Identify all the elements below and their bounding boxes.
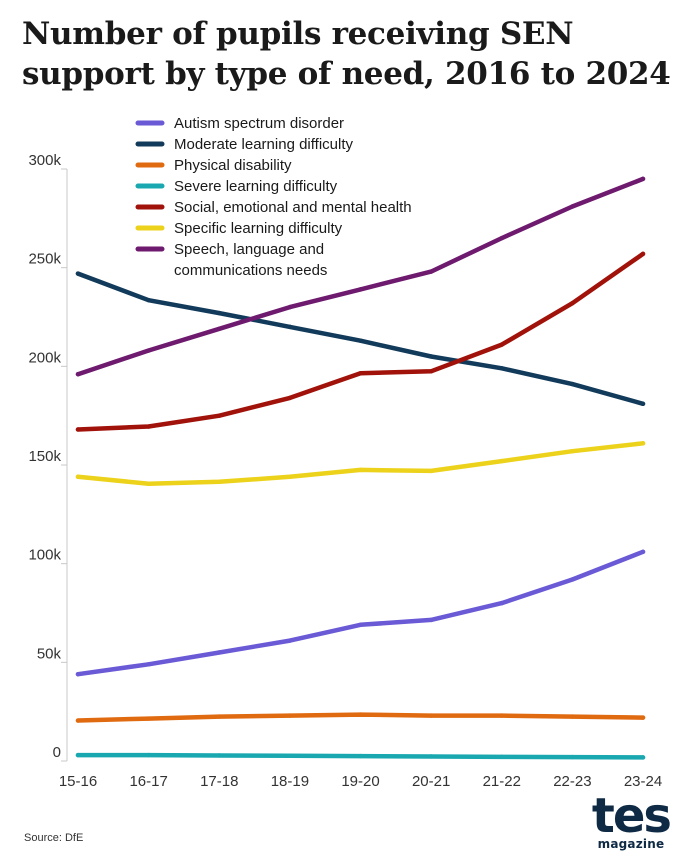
y-tick-label: 150k	[28, 448, 61, 465]
data-point	[146, 716, 151, 721]
data-point	[640, 715, 646, 720]
x-tick-label: 22-23	[553, 773, 591, 790]
data-point	[287, 395, 293, 401]
data-point	[570, 754, 575, 760]
logo-subtitle: magazine	[597, 837, 665, 851]
data-point	[287, 324, 293, 330]
legend-label: Moderate learning difficulty	[174, 136, 353, 153]
data-point	[428, 369, 434, 374]
data-point	[217, 310, 222, 316]
x-tick-label: 18-19	[271, 773, 309, 790]
data-point	[499, 366, 504, 371]
data-point	[570, 714, 575, 719]
data-point	[287, 304, 293, 310]
data-point	[146, 752, 151, 758]
series-line-0	[75, 549, 646, 677]
y-tick-label: 250k	[28, 251, 61, 268]
data-point	[75, 474, 81, 480]
data-point	[75, 718, 81, 723]
series-line-5	[75, 441, 646, 486]
data-point	[499, 342, 504, 347]
data-point	[358, 467, 363, 473]
data-point	[640, 549, 646, 555]
data-point	[640, 755, 646, 760]
data-point	[75, 752, 81, 758]
data-point	[428, 713, 434, 718]
data-point	[75, 271, 81, 276]
legend-label: Speech, language and	[174, 241, 324, 258]
legend-label: Severe learning difficulty	[174, 178, 338, 195]
data-point	[428, 617, 434, 623]
data-point	[75, 671, 81, 677]
data-point	[146, 662, 151, 667]
data-point	[358, 712, 363, 717]
data-point	[75, 427, 81, 432]
x-tick-label: 23-24	[624, 773, 662, 790]
tes-magazine-logo: tes magazine	[591, 788, 672, 851]
legend-label: Specific learning difficulty	[174, 220, 343, 237]
y-tick-label: 200k	[28, 349, 61, 366]
data-point	[75, 372, 81, 377]
x-tick-label: 16-17	[129, 773, 167, 790]
chart-title-line-1: Number of pupils receiving SEN	[22, 16, 574, 52]
data-point	[217, 714, 222, 719]
data-point	[499, 458, 504, 464]
y-tick-label: 100k	[28, 547, 61, 564]
source-note: Source: DfE	[24, 832, 84, 844]
data-point	[146, 424, 151, 429]
data-point	[570, 448, 575, 454]
data-point	[358, 371, 363, 376]
data-point	[640, 401, 646, 407]
x-tick-label: 17-18	[200, 773, 238, 790]
data-point	[146, 348, 151, 353]
data-point	[499, 235, 504, 241]
data-point	[499, 754, 504, 760]
data-point	[358, 338, 363, 343]
data-point	[570, 300, 575, 306]
data-point	[217, 650, 222, 655]
chart-title: Number of pupils receiving SEN support b…	[22, 14, 672, 94]
legend-label: Autism spectrum disorder	[174, 115, 344, 132]
y-tick-label: 50k	[37, 645, 62, 662]
data-point	[428, 354, 434, 359]
data-point	[499, 713, 504, 718]
legend-label: communications needs	[174, 262, 327, 279]
data-point	[428, 754, 434, 759]
data-point	[217, 413, 222, 418]
x-tick-label: 20-21	[412, 773, 450, 790]
legend-label: Social, emotional and mental health	[174, 199, 412, 216]
data-point	[358, 287, 363, 292]
data-point	[287, 474, 293, 480]
data-point	[499, 600, 504, 606]
x-tick-label: 19-20	[341, 773, 379, 790]
data-point	[428, 269, 434, 274]
x-tick-label: 15-16	[59, 773, 97, 790]
logo-wordmark: tes	[591, 788, 672, 844]
data-point	[358, 622, 363, 628]
data-point	[570, 577, 575, 582]
data-point	[428, 468, 434, 474]
data-point	[146, 481, 151, 486]
data-point	[640, 441, 646, 446]
data-point	[217, 479, 222, 484]
y-tick-label: 0	[53, 744, 61, 761]
data-point	[287, 753, 293, 758]
data-point	[640, 251, 646, 257]
data-point	[570, 204, 575, 209]
chart-title-line-2: support by type of need, 2016 to 2024	[22, 56, 671, 92]
data-point	[217, 326, 222, 332]
data-point	[287, 638, 293, 643]
x-tick-label: 21-22	[483, 773, 521, 790]
y-tick-label: 300k	[28, 152, 61, 169]
data-point	[287, 713, 293, 718]
data-point	[217, 753, 222, 758]
data-point	[146, 298, 151, 303]
data-point	[358, 753, 363, 759]
data-point	[570, 381, 575, 387]
data-point	[640, 176, 646, 182]
legend-label: Physical disability	[174, 157, 292, 174]
